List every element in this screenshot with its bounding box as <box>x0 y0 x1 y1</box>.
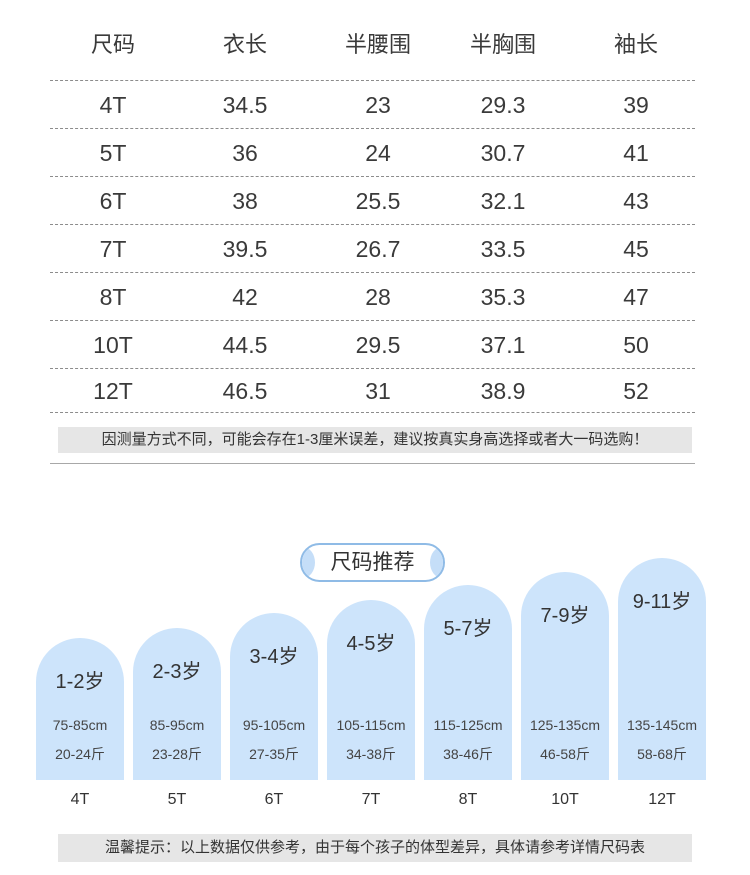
height-range: 105-115cm <box>336 717 406 733</box>
size-recommend-card: 4-5岁 105-115cm 34-38斤 7T <box>327 600 415 808</box>
footer-tip: 温馨提示：以上数据仅供参考，由于每个孩子的体型差异，具体请参考详情尺码表 <box>58 834 692 862</box>
age-label: 1-2岁 <box>55 671 105 693</box>
size-recommend-card: 5-7岁 115-125cm 38-46斤 8T <box>424 585 512 808</box>
length-cell: 42 <box>232 284 258 310</box>
half-waist-cell: 25.5 <box>355 188 401 214</box>
height-range: 115-125cm <box>433 717 503 733</box>
half-chest-cell: 32.1 <box>480 188 526 214</box>
size-cell: 8T <box>99 284 127 310</box>
weight-range: 46-58斤 <box>540 746 590 762</box>
table-row: 4T 34.5 23 29.3 39 <box>50 81 695 129</box>
size-label: 8T <box>458 791 478 808</box>
height-range: 135-145cm <box>626 717 698 733</box>
sleeve-length-cell: 50 <box>623 332 649 358</box>
age-label: 2-3岁 <box>152 661 202 683</box>
sleeve-length-cell: 43 <box>623 188 649 214</box>
size-cell: 6T <box>99 188 127 214</box>
weight-range: 27-35斤 <box>249 746 299 762</box>
weight-range: 20-24斤 <box>55 746 105 762</box>
half-chest-cell: 37.1 <box>480 332 526 358</box>
size-table: 尺码 衣长 半腰围 半胸围 袖长 4T 34.5 23 29.3 39 5T 3… <box>50 0 695 413</box>
table-row: 8T 42 28 35.3 47 <box>50 273 695 321</box>
age-label: 3-4岁 <box>249 646 299 668</box>
height-range: 95-105cm <box>242 717 306 733</box>
size-cell: 12T <box>93 378 133 404</box>
half-chest-cell: 35.3 <box>480 284 526 310</box>
height-range: 85-95cm <box>149 717 205 733</box>
size-recommend-card: 7-9岁 125-135cm 46-58斤 10T <box>521 572 609 808</box>
section-divider <box>50 463 695 464</box>
length-cell: 46.5 <box>222 378 268 404</box>
size-recommend-card: 9-11岁 135-145cm 58-68斤 12T <box>618 558 706 808</box>
age-label: 7-9岁 <box>540 605 590 627</box>
half-chest-cell: 38.9 <box>480 378 526 404</box>
half-waist-cell: 23 <box>365 92 391 118</box>
weight-range: 23-28斤 <box>152 746 202 762</box>
weight-range: 38-46斤 <box>443 746 493 762</box>
table-header-row: 尺码 衣长 半腰围 半胸围 袖长 <box>50 0 695 81</box>
weight-range: 34-38斤 <box>346 746 396 762</box>
weight-range: 58-68斤 <box>637 746 687 762</box>
header-half-waist: 半腰围 <box>344 32 411 57</box>
header-size: 尺码 <box>90 32 135 57</box>
age-label: 9-11岁 <box>632 591 692 613</box>
size-label: 4T <box>70 791 90 808</box>
length-cell: 44.5 <box>222 332 268 358</box>
age-label: 4-5岁 <box>346 633 396 655</box>
table-row: 7T 39.5 26.7 33.5 45 <box>50 225 695 273</box>
header-sleeve-length: 袖长 <box>613 32 658 57</box>
half-waist-cell: 26.7 <box>355 236 401 262</box>
table-row: 5T 36 24 30.7 41 <box>50 129 695 177</box>
length-cell: 38 <box>232 188 258 214</box>
size-recommend-card: 3-4岁 95-105cm 27-35斤 6T <box>230 613 318 808</box>
size-cell: 10T <box>93 332 133 358</box>
measurement-note: 因测量方式不同，可能会存在1-3厘米误差，建议按真实身高选择或者大一码选购！ <box>58 427 692 453</box>
size-cell: 5T <box>99 140 127 166</box>
header-length: 衣长 <box>222 32 267 57</box>
size-label: 5T <box>167 791 187 808</box>
size-label: 7T <box>361 791 381 808</box>
half-waist-cell: 28 <box>365 284 391 310</box>
size-label: 10T <box>551 791 579 808</box>
half-waist-cell: 31 <box>365 378 391 404</box>
sleeve-length-cell: 47 <box>623 284 649 310</box>
table-row: 6T 38 25.5 32.1 43 <box>50 177 695 225</box>
age-label: 5-7岁 <box>443 618 493 640</box>
sleeve-length-cell: 41 <box>623 140 649 166</box>
section-title: 尺码推荐 <box>330 551 415 574</box>
half-chest-cell: 29.3 <box>480 92 526 118</box>
size-cell: 4T <box>99 92 127 118</box>
sleeve-length-cell: 39 <box>623 92 649 118</box>
size-recommend-card: 1-2岁 75-85cm 20-24斤 4T <box>36 638 124 808</box>
half-chest-cell: 30.7 <box>480 140 526 166</box>
length-cell: 39.5 <box>222 236 268 262</box>
length-cell: 36 <box>232 140 258 166</box>
size-label: 6T <box>264 791 284 808</box>
half-waist-cell: 29.5 <box>355 332 401 358</box>
header-half-chest: 半胸围 <box>469 32 536 57</box>
table-row: 10T 44.5 29.5 37.1 50 <box>50 321 695 369</box>
height-range: 125-135cm <box>529 717 601 733</box>
length-cell: 34.5 <box>222 92 268 118</box>
height-range: 75-85cm <box>52 717 108 733</box>
half-chest-cell: 33.5 <box>480 236 526 262</box>
size-recommend-card: 2-3岁 85-95cm 23-28斤 5T <box>133 628 221 808</box>
size-label: 12T <box>648 791 676 808</box>
table-row: 12T 46.5 31 38.9 52 <box>50 369 695 413</box>
size-cell: 7T <box>99 236 127 262</box>
half-waist-cell: 24 <box>365 140 391 166</box>
sleeve-length-cell: 45 <box>623 236 649 262</box>
sleeve-length-cell: 52 <box>623 378 649 404</box>
section-title-pill: 尺码推荐 <box>300 543 445 582</box>
